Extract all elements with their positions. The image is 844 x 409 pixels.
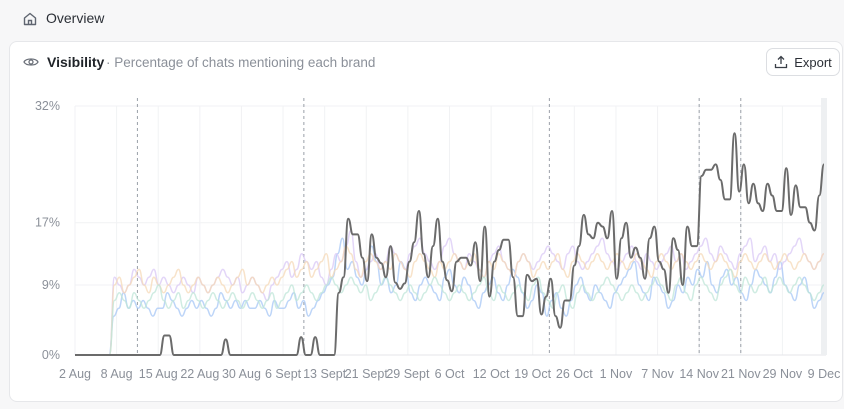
page-title[interactable]: Overview [46,10,105,26]
x-tick-label: 6 Sept [265,367,302,381]
card-title: Visibility [47,54,105,70]
x-tick-label: 22 Aug [180,367,219,381]
y-tick-label: 32% [35,99,60,113]
visibility-card: Visibility · Percentage of chats mention… [9,41,843,402]
x-tick-label: 26 Oct [556,367,593,381]
x-tick-label: 15 Aug [139,367,178,381]
eye-icon [23,58,39,66]
background-series-line [75,245,825,356]
topbar: Overview [0,0,844,38]
x-tick-label: 29 Sept [386,367,430,381]
x-tick-label: 6 Oct [435,367,465,381]
export-button[interactable]: Export [766,48,840,76]
home-icon[interactable] [22,11,38,27]
card-subtitle: · Percentage of chats mentioning each br… [106,55,376,70]
y-tick-label: 0% [42,348,60,362]
x-tick-label: 1 Nov [600,367,633,381]
x-tick-label: 2 Aug [59,367,91,381]
y-tick-label: 17% [35,216,60,230]
card-header: Visibility · Percentage of chats mention… [10,42,842,82]
background-series-line [75,268,825,356]
x-tick-label: 8 Aug [101,367,133,381]
x-tick-label: 9 Dec [808,367,841,381]
x-tick-label: 29 Nov [763,367,803,381]
x-tick-label: 13 Sept [303,367,347,381]
x-tick-label: 14 Nov [679,367,719,381]
x-tick-label: 21 Sept [345,367,389,381]
x-tick-label: 12 Oct [473,367,510,381]
x-tick-label: 21 Nov [721,367,761,381]
range-edge [821,98,827,355]
x-tick-label: 19 Oct [514,367,551,381]
highlighted-series-line[interactable] [75,132,825,356]
y-tick-label: 9% [42,278,60,292]
upload-icon [775,55,788,69]
x-tick-label: 30 Aug [222,367,261,381]
export-label: Export [794,54,832,70]
x-tick-label: 7 Nov [641,367,674,381]
